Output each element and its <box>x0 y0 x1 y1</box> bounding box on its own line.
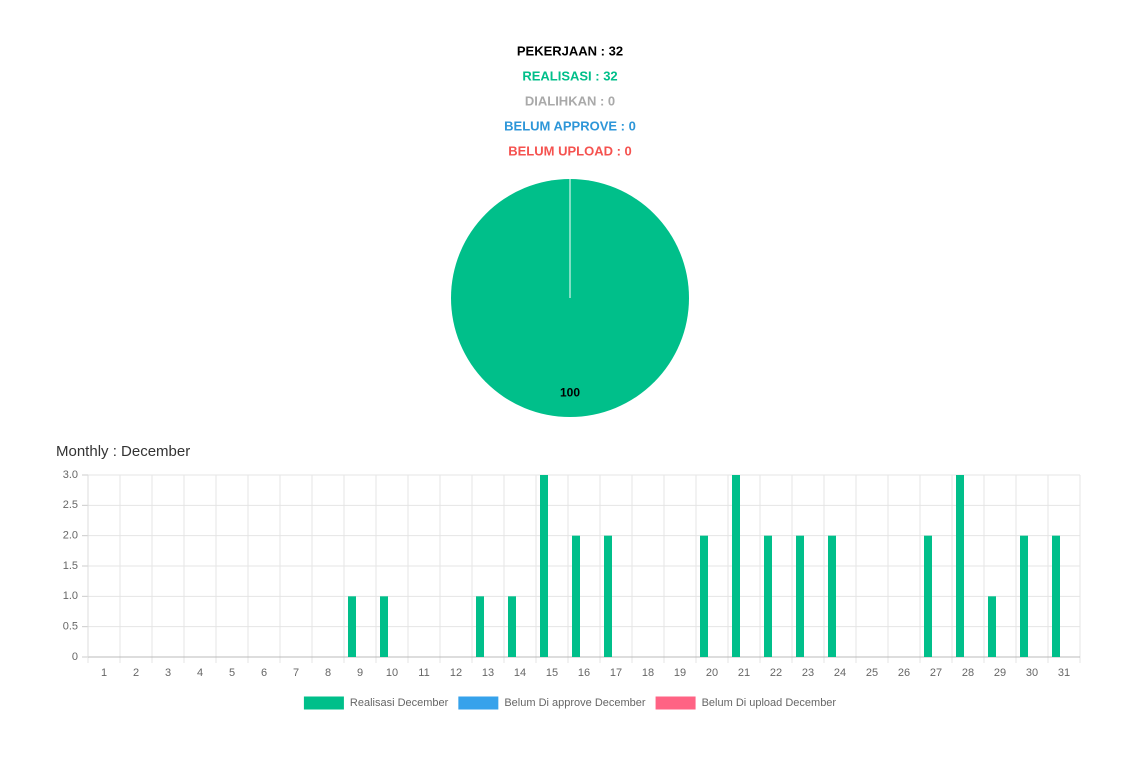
x-tick-label: 4 <box>197 667 203 679</box>
x-tick-label: 24 <box>834 667 846 679</box>
x-tick-label: 20 <box>706 667 718 679</box>
x-tick-label: 7 <box>293 667 299 679</box>
x-tick-label: 2 <box>133 667 139 679</box>
x-tick-label: 16 <box>578 667 590 679</box>
bar <box>380 596 388 657</box>
bar <box>828 535 836 657</box>
x-tick-label: 13 <box>482 667 494 679</box>
legend-label: Belum Di approve December <box>504 697 646 709</box>
x-tick-label: 3 <box>165 667 171 679</box>
bar <box>540 475 548 657</box>
y-tick-label: 1.0 <box>63 590 78 602</box>
bar <box>732 475 740 657</box>
y-tick-label: 0.5 <box>63 621 78 633</box>
y-tick-label: 1.5 <box>63 560 78 572</box>
x-tick-label: 1 <box>101 667 107 679</box>
bar <box>924 535 932 657</box>
x-tick-label: 23 <box>802 667 814 679</box>
x-tick-label: 30 <box>1026 667 1038 679</box>
x-tick-label: 14 <box>514 667 526 679</box>
bar <box>700 535 708 657</box>
y-tick-label: 2.5 <box>63 499 78 511</box>
bar <box>508 596 516 657</box>
legend-label: Realisasi December <box>350 697 449 709</box>
bar <box>956 475 964 657</box>
y-tick-label: 3.0 <box>63 469 78 481</box>
legend-swatch <box>303 696 344 710</box>
x-tick-label: 29 <box>994 667 1006 679</box>
x-tick-label: 18 <box>642 667 654 679</box>
bar <box>348 596 356 657</box>
x-tick-label: 10 <box>386 667 398 679</box>
pie-label: 100 <box>560 385 580 399</box>
summary-line: DIALIHKAN : 0 <box>525 93 615 108</box>
x-tick-label: 19 <box>674 667 686 679</box>
summary-line: PEKERJAAN : 32 <box>517 43 623 58</box>
x-tick-label: 15 <box>546 667 558 679</box>
x-tick-label: 25 <box>866 667 878 679</box>
bar <box>604 535 612 657</box>
x-tick-label: 12 <box>450 667 462 679</box>
bar <box>476 596 484 657</box>
x-tick-label: 9 <box>357 667 363 679</box>
x-tick-label: 27 <box>930 667 942 679</box>
summary-line: REALISASI : 32 <box>522 68 617 83</box>
x-tick-label: 31 <box>1058 667 1070 679</box>
x-tick-label: 17 <box>610 667 622 679</box>
y-tick-label: 2.0 <box>63 530 78 542</box>
bar <box>1052 535 1060 657</box>
x-tick-label: 26 <box>898 667 910 679</box>
bar <box>572 535 580 657</box>
bar <box>764 535 772 657</box>
bar <box>988 596 996 657</box>
legend-swatch <box>655 696 696 710</box>
x-tick-label: 22 <box>770 667 782 679</box>
x-tick-label: 28 <box>962 667 974 679</box>
x-tick-label: 6 <box>261 667 267 679</box>
bar <box>1020 535 1028 657</box>
summary-line: BELUM APPROVE : 0 <box>504 118 636 133</box>
legend-label: Belum Di upload December <box>702 697 837 709</box>
chart-title: Monthly : December <box>56 443 190 460</box>
summary-line: BELUM UPLOAD : 0 <box>508 143 632 158</box>
x-tick-label: 11 <box>418 667 429 679</box>
x-tick-label: 21 <box>738 667 750 679</box>
legend-swatch <box>458 696 499 710</box>
x-tick-label: 5 <box>229 667 235 679</box>
y-tick-label: 0 <box>72 651 78 663</box>
bar <box>796 535 804 657</box>
x-tick-label: 8 <box>325 667 331 679</box>
